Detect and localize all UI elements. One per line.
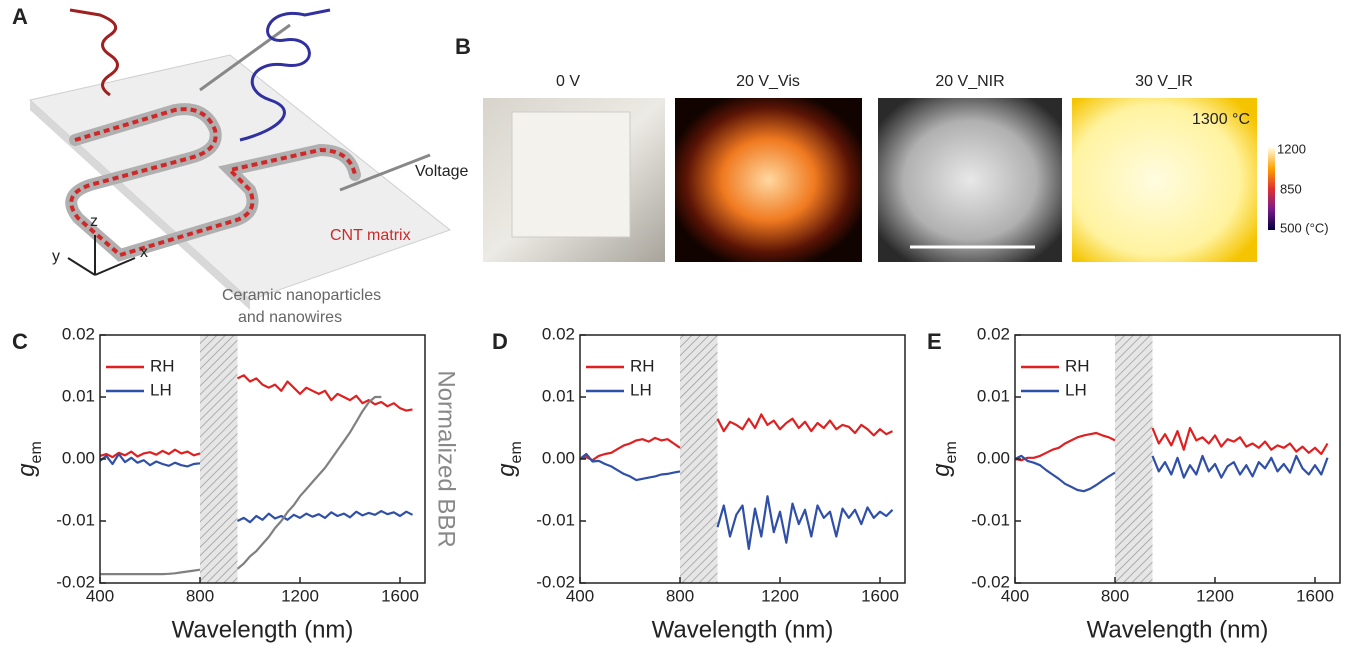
colorbar-label: 850	[1280, 181, 1302, 196]
voltage-label: Voltage	[415, 163, 468, 180]
colorbar-label: 500 (°C)	[1280, 220, 1329, 235]
x-axis-label: Wavelength (nm)	[1087, 616, 1269, 643]
x-tick-label: 1200	[281, 586, 319, 605]
y-axis-label-main: g	[928, 463, 955, 477]
series-line	[580, 414, 893, 460]
panel-letter: B	[455, 34, 471, 59]
series-line	[100, 397, 381, 574]
axis-label: y	[52, 248, 60, 265]
panel-letter: E	[927, 329, 942, 354]
x-tick-label: 400	[1001, 586, 1029, 605]
series-line	[1015, 456, 1328, 491]
panel-letter: A	[12, 4, 28, 29]
legend-label: RH	[150, 356, 175, 375]
ceramic-label: Ceramic nanoparticles	[222, 287, 381, 304]
axis-arrow	[95, 258, 135, 275]
x-tick-label: 800	[1101, 586, 1129, 605]
y-tick-label: -0.01	[971, 510, 1010, 529]
y-axis-label-sub: em	[508, 441, 525, 463]
legend-label: LH	[150, 380, 172, 399]
panel-b: B 0 V 20 V_Vis 20 V_NIR 30 V_IR 1300 °C …	[455, 34, 1329, 262]
photo	[675, 98, 862, 262]
y-axis-label-main: g	[493, 463, 520, 477]
sample	[512, 112, 630, 237]
image-title: 0 V	[556, 73, 580, 90]
photo	[878, 98, 1062, 262]
y2-axis-label: Normalized BBR	[433, 370, 460, 547]
y-tick-label: 0.01	[977, 386, 1010, 405]
x-tick-label: 400	[566, 586, 594, 605]
y-tick-label: 0.02	[62, 324, 95, 343]
y-tick-label: 0.00	[542, 448, 575, 467]
y-tick-label: 0.00	[977, 448, 1010, 467]
y-tick-label: 0.02	[542, 324, 575, 343]
temperature-label: 1300 °C	[1192, 111, 1250, 128]
y-tick-label: 0.02	[977, 324, 1010, 343]
y-axis-label: gem	[928, 441, 959, 477]
panel-letter: C	[12, 329, 28, 354]
legend-label: LH	[1065, 380, 1087, 399]
series-line	[100, 375, 413, 457]
series-line	[580, 454, 893, 549]
x-tick-label: 800	[666, 586, 694, 605]
y-tick-label: -0.01	[56, 510, 95, 529]
x-tick-label: 1600	[861, 586, 899, 605]
x-tick-label: 1600	[381, 586, 419, 605]
axis-arrow	[68, 258, 95, 275]
axis-label: x	[140, 244, 148, 261]
plot-frame	[580, 335, 905, 583]
y-tick-label: -0.01	[536, 510, 575, 529]
x-tick-label: 800	[186, 586, 214, 605]
colorbar	[1268, 148, 1275, 230]
colorbar-label: 1200	[1277, 141, 1306, 156]
x-tick-label: 400	[86, 586, 114, 605]
legend-label: RH	[1065, 356, 1090, 375]
plot-frame	[100, 335, 425, 583]
y-axis-label-main: g	[13, 463, 40, 477]
panel-letter: D	[492, 329, 508, 354]
series-line	[100, 454, 413, 522]
cnt-label: CNT matrix	[330, 227, 411, 244]
y-axis-label: gem	[13, 441, 44, 477]
y-tick-label: 0.00	[62, 448, 95, 467]
y-axis-label-sub: em	[943, 441, 960, 463]
legend-label: RH	[630, 356, 655, 375]
image-title: 20 V_Vis	[736, 73, 800, 90]
x-tick-label: 1600	[1296, 586, 1334, 605]
y-tick-label: 0.01	[542, 386, 575, 405]
x-tick-label: 1200	[1196, 586, 1234, 605]
x-tick-label: 1200	[761, 586, 799, 605]
series-line	[1015, 428, 1328, 460]
y-tick-label: 0.01	[62, 386, 95, 405]
figure: A z y x Voltage CNT matrix Ceramic nanop…	[0, 0, 1345, 648]
y-axis-label-sub: em	[28, 441, 45, 463]
x-axis-label: Wavelength (nm)	[172, 616, 354, 643]
x-axis-label: Wavelength (nm)	[652, 616, 834, 643]
image-title: 30 V_IR	[1135, 73, 1193, 90]
legend-label: LH	[630, 380, 652, 399]
excluded-band	[1115, 335, 1153, 583]
ceramic-label: and nanowires	[238, 309, 342, 326]
y-axis-label: gem	[493, 441, 524, 477]
image-title: 20 V_NIR	[935, 73, 1004, 90]
panel-a: A z y x Voltage CNT matrix Ceramic nanop…	[12, 4, 468, 326]
excluded-band	[680, 335, 718, 583]
axis-label: z	[90, 213, 98, 230]
excluded-band	[200, 335, 238, 583]
